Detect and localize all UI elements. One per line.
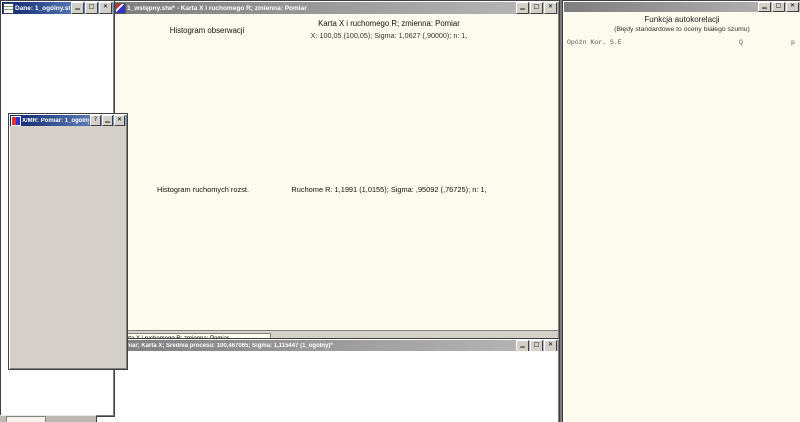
maximize-icon[interactable]: □ bbox=[530, 340, 543, 351]
results-window-titlebar[interactable]: Dane: Pomiar; Karta X; Średnia procesu: … bbox=[98, 340, 558, 351]
graph-window-icon bbox=[115, 2, 126, 14]
maximize-icon[interactable]: □ bbox=[530, 2, 543, 14]
acf-title: Funkcja autokorelacji bbox=[644, 15, 720, 24]
x-chart-subtitle: X: 100,05 (100,05); Sigma: 1,0627 (,9000… bbox=[310, 31, 468, 40]
close-icon[interactable]: ✕ bbox=[99, 2, 112, 14]
maximize-icon[interactable]: □ bbox=[85, 2, 98, 14]
results-window: Dane: Pomiar; Karta X; Średnia procesu: … bbox=[96, 338, 560, 422]
data-window-titlebar[interactable]: Dane: 1_ogólny.sta (10 zm... ▁ □ ✕ bbox=[2, 2, 113, 14]
acf-subtitle: (Błędy standardowe to oceny białego szum… bbox=[614, 26, 750, 33]
close-icon[interactable]: ✕ bbox=[544, 2, 557, 14]
chart-window-title: 1_wstępny.stw* - Karta X i ruchomego R; … bbox=[127, 4, 307, 12]
dialog-titlebar[interactable]: X/MR: Pomiar: 1_ogólny.sta ? ▁ ✕ bbox=[10, 115, 126, 126]
hist-obs-title: Histogram obserwacji bbox=[169, 26, 245, 35]
x-chart-title: Karta X i ruchomego R; zmienna: Pomiar bbox=[318, 19, 460, 28]
close-icon[interactable]: ✕ bbox=[786, 2, 799, 12]
results-window-title: Dane: Pomiar; Karta X; Średnia procesu: … bbox=[99, 342, 333, 349]
graph-canvas bbox=[114, 14, 558, 346]
close-icon[interactable]: ✕ bbox=[114, 115, 125, 126]
minimize-icon[interactable]: ▁ bbox=[102, 115, 113, 126]
acf-header-left: Opóźn Kor. S.E bbox=[567, 39, 622, 46]
data-window-title: Dane: 1_ogólny.sta (10 zm... bbox=[15, 4, 70, 12]
acf-window-titlebar[interactable]: ▁ □ ✕ bbox=[564, 2, 800, 12]
xmr-dialog-icon bbox=[11, 115, 21, 126]
close-icon[interactable]: ✕ bbox=[544, 340, 557, 351]
hist-mr-title: Histogram ruchomych rozst. bbox=[157, 185, 249, 194]
minimize-icon[interactable]: ▁ bbox=[71, 2, 84, 14]
spreadsheet-icon bbox=[3, 2, 14, 14]
maximize-icon[interactable]: □ bbox=[772, 2, 785, 12]
acf-header-q: Q bbox=[739, 39, 743, 46]
acf-canvas bbox=[564, 12, 800, 422]
xmr-dialog: X/MR: Pomiar: 1_ogólny.sta ? ▁ ✕ bbox=[8, 113, 128, 370]
minimize-icon[interactable]: ▁ bbox=[516, 340, 529, 351]
sheet-tab[interactable] bbox=[6, 416, 46, 422]
autocorrelation-window: ▁ □ ✕ Funkcja autokorelacji (Błędy stand… bbox=[562, 0, 800, 422]
chart-window: 1_wstępny.stw* - Karta X i ruchomego R; … bbox=[112, 0, 560, 348]
chart-window-titlebar[interactable]: 1_wstępny.stw* - Karta X i ruchomego R; … bbox=[114, 2, 558, 14]
help-icon[interactable]: ? bbox=[90, 115, 101, 126]
acf-header-p: p bbox=[791, 39, 795, 46]
background-window-edge bbox=[0, 415, 96, 422]
mr-chart-title: Ruchome R: 1,1991 (1,0155); Sigma: ,9509… bbox=[291, 185, 487, 194]
minimize-icon[interactable]: ▁ bbox=[516, 2, 529, 14]
minimize-icon[interactable]: ▁ bbox=[758, 2, 771, 12]
dialog-title: X/MR: Pomiar: 1_ogólny.sta bbox=[22, 117, 89, 124]
